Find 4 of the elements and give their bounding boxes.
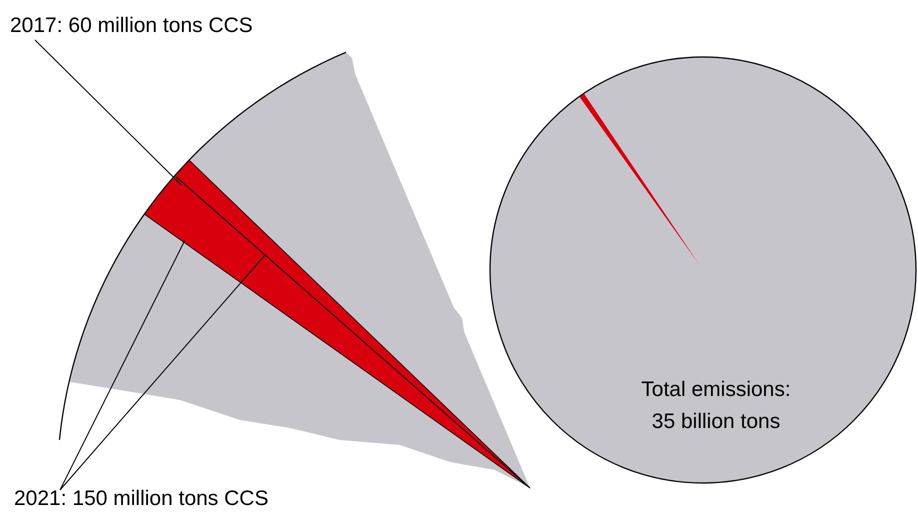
pie-slice — [579, 93, 703, 270]
text: 2021: 150 million tons CCS — [14, 487, 268, 510]
text: 2017: 60 million tons CCS — [10, 14, 253, 37]
text: Total emissions: 35 billion tons — [641, 378, 791, 433]
